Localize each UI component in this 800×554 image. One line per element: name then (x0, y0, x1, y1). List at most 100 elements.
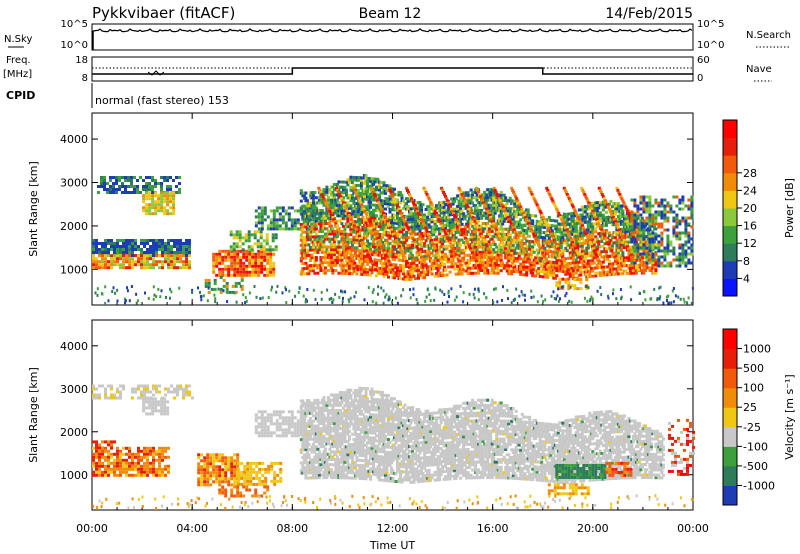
power-cell (375, 274, 378, 278)
power-cell (340, 214, 344, 218)
power-cell (265, 233, 269, 237)
power-cell (421, 203, 425, 207)
power-cell (173, 254, 176, 258)
power-cell (541, 241, 545, 245)
power-cell (588, 272, 592, 276)
power-cell (369, 222, 373, 226)
power-cell (415, 214, 419, 218)
power-cell (403, 236, 407, 239)
power-cell (314, 232, 318, 236)
power-cell (101, 263, 104, 267)
power-cell (245, 270, 249, 274)
power-cell (358, 223, 362, 227)
power-cell (301, 225, 305, 229)
power-cell (477, 256, 481, 259)
power-cell (525, 213, 529, 217)
power-cell (331, 269, 335, 272)
power-cell (481, 266, 485, 270)
power-cell (163, 176, 166, 179)
power-cell (430, 217, 434, 221)
power-cell (325, 209, 329, 212)
power-cell (408, 212, 411, 216)
power-cell (574, 224, 578, 228)
power-cell (415, 263, 419, 267)
power-cell (576, 276, 580, 280)
power-cell (366, 273, 369, 277)
power-cell (387, 205, 390, 209)
power-cell (169, 176, 172, 179)
power-cell (366, 239, 369, 243)
power-cell (541, 236, 545, 240)
power-cell (532, 243, 536, 246)
power-cell (531, 261, 535, 265)
power-cell (415, 253, 419, 257)
power-cell (441, 242, 445, 246)
power-cell (409, 277, 413, 281)
power-cell (366, 189, 369, 193)
power-cell (435, 235, 439, 239)
power-cell (460, 217, 464, 221)
power-cell (148, 191, 152, 195)
power-cell (151, 203, 155, 207)
power-cell (334, 186, 338, 190)
power-cell (363, 260, 366, 263)
power-cell (385, 233, 389, 237)
power-cell (257, 258, 261, 262)
power-cell (242, 270, 246, 274)
power-cell (384, 267, 387, 271)
power-cell (468, 269, 472, 273)
power-cell (514, 251, 518, 255)
power-cell (257, 273, 261, 277)
power-cell (528, 234, 532, 238)
power-cell (121, 185, 124, 188)
power-cell (340, 222, 344, 226)
power-cell (654, 232, 658, 236)
power-cell (349, 175, 353, 179)
power-cell (552, 263, 556, 267)
power-cell (314, 227, 318, 231)
power-cell (460, 272, 464, 276)
power-cell (251, 273, 255, 277)
power-cell (478, 250, 482, 254)
power-cell (466, 209, 470, 213)
power-cell (378, 193, 381, 197)
power-cell (247, 245, 251, 249)
power-cell (466, 272, 470, 275)
power-cell (331, 271, 335, 275)
power-cell (429, 241, 433, 245)
power-cell (212, 267, 216, 271)
power-cell (167, 239, 170, 242)
power-cell (355, 266, 359, 270)
power-cell (229, 248, 233, 252)
power-cell (385, 189, 389, 193)
power-cell (103, 188, 106, 191)
power-cell (486, 268, 490, 272)
power-cell (555, 250, 559, 254)
power-cell (101, 260, 104, 264)
power-cell (145, 212, 149, 216)
power-cell (334, 237, 338, 241)
power-cell (492, 214, 496, 218)
power-cell (160, 197, 164, 201)
power-cell (311, 243, 315, 247)
power-cell (225, 284, 229, 288)
power-cell (388, 195, 392, 198)
power-cell (213, 278, 217, 282)
freq-tick: 18 (75, 55, 88, 66)
power-cell (365, 214, 369, 217)
power-cell (320, 261, 324, 265)
power-cell (459, 243, 463, 247)
power-cell (115, 182, 118, 185)
power-cell (343, 230, 347, 234)
power-cell (232, 248, 236, 252)
power-cell (92, 248, 95, 251)
power-cell (228, 290, 232, 294)
power-cell (469, 238, 473, 241)
power-cell (119, 263, 122, 267)
power-cell (278, 212, 282, 216)
power-cell (244, 233, 248, 237)
power-cell (106, 191, 109, 194)
power-cell (379, 259, 383, 263)
power-cell (346, 183, 350, 187)
power-cell (185, 242, 188, 245)
